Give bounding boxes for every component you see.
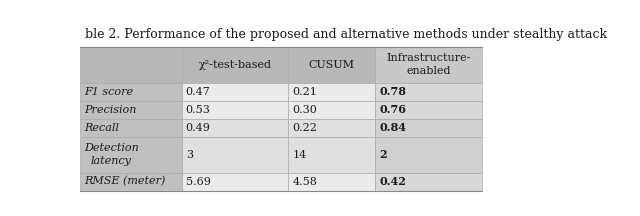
Text: RMSE (meter): RMSE (meter): [84, 176, 165, 187]
Text: 0.84: 0.84: [379, 122, 406, 133]
Text: 0.76: 0.76: [379, 104, 406, 115]
Text: 0.53: 0.53: [186, 105, 211, 115]
Bar: [80, 119, 182, 137]
Bar: [182, 83, 288, 101]
Text: Precision: Precision: [84, 105, 136, 115]
Bar: [375, 83, 482, 101]
Text: 0.22: 0.22: [292, 123, 317, 133]
Text: 0.47: 0.47: [186, 87, 211, 97]
Text: 4.58: 4.58: [292, 177, 317, 187]
Bar: [288, 137, 375, 173]
Text: Detection
latency: Detection latency: [84, 143, 139, 166]
Text: χ²-test-based: χ²-test-based: [198, 60, 271, 70]
Bar: [375, 119, 482, 137]
Bar: [182, 137, 288, 173]
Bar: [80, 101, 182, 119]
Text: Infrastructure-
enabled: Infrastructure- enabled: [387, 54, 470, 76]
Bar: [288, 101, 375, 119]
Bar: [182, 47, 288, 83]
Bar: [182, 119, 288, 137]
Bar: [182, 101, 288, 119]
Bar: [288, 47, 375, 83]
Text: 0.78: 0.78: [379, 86, 406, 97]
Text: ble 2. Performance of the proposed and alternative methods under stealthy attack: ble 2. Performance of the proposed and a…: [85, 29, 607, 41]
Bar: [375, 47, 482, 83]
Text: 0.21: 0.21: [292, 87, 317, 97]
Bar: [375, 137, 482, 173]
Bar: [182, 173, 288, 191]
Text: 3: 3: [186, 150, 193, 160]
Bar: [80, 173, 182, 191]
Bar: [288, 173, 375, 191]
Text: 14: 14: [292, 150, 307, 160]
Text: F1 score: F1 score: [84, 87, 133, 97]
Bar: [80, 47, 182, 83]
Bar: [288, 83, 375, 101]
Bar: [80, 83, 182, 101]
Text: CUSUM: CUSUM: [308, 60, 355, 70]
Text: 0.30: 0.30: [292, 105, 317, 115]
Text: 5.69: 5.69: [186, 177, 211, 187]
Text: 0.49: 0.49: [186, 123, 211, 133]
Text: Recall: Recall: [84, 123, 119, 133]
Bar: [288, 119, 375, 137]
Bar: [80, 137, 182, 173]
Bar: [375, 101, 482, 119]
Bar: [375, 173, 482, 191]
Text: 0.42: 0.42: [379, 176, 406, 187]
Text: 2: 2: [379, 149, 387, 160]
